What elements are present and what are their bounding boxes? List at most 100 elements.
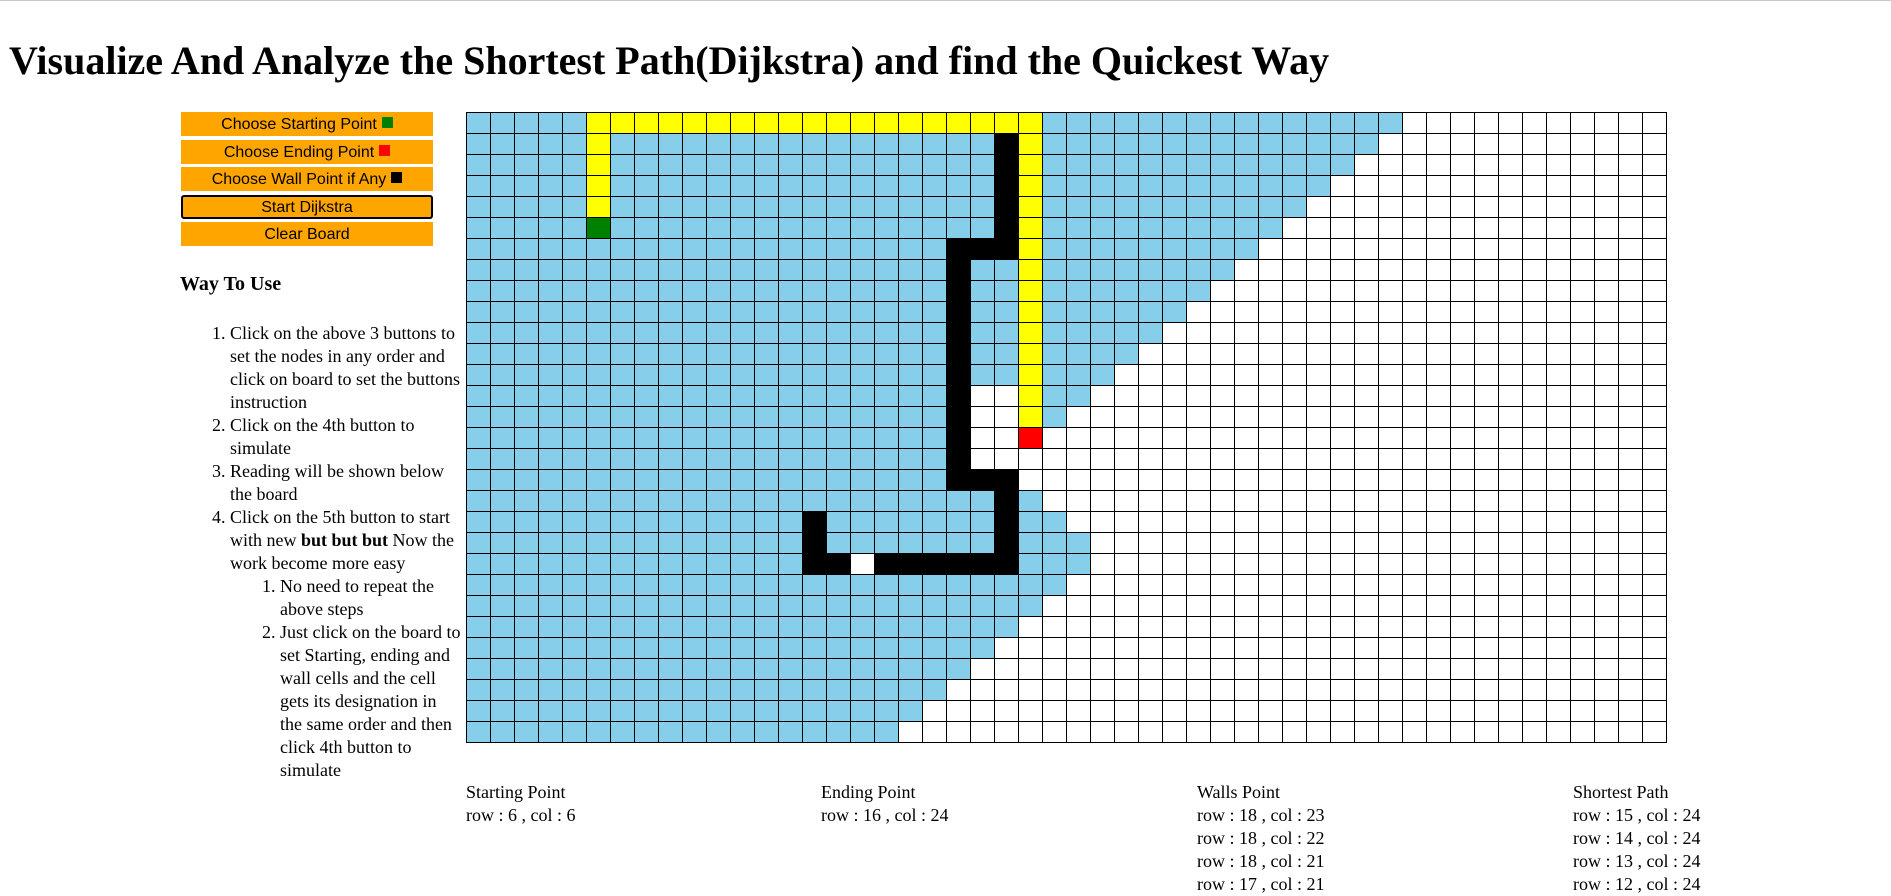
path-cell[interactable] <box>946 112 971 134</box>
board-cell[interactable] <box>1378 406 1403 428</box>
board-cell[interactable] <box>1642 658 1667 680</box>
board-cell[interactable] <box>1042 637 1067 659</box>
board-cell[interactable] <box>1234 574 1259 596</box>
board-cell[interactable] <box>970 406 995 428</box>
visited-cell[interactable] <box>538 259 563 281</box>
board-cell[interactable] <box>1354 301 1379 323</box>
visited-cell[interactable] <box>466 448 491 470</box>
visited-cell[interactable] <box>514 490 539 512</box>
visited-cell[interactable] <box>778 301 803 323</box>
visited-cell[interactable] <box>826 679 851 701</box>
board-cell[interactable] <box>1138 511 1163 533</box>
board-cell[interactable] <box>1498 364 1523 386</box>
board-cell[interactable] <box>1450 532 1475 554</box>
board-cell[interactable] <box>1378 364 1403 386</box>
visited-cell[interactable] <box>586 595 611 617</box>
board-cell[interactable] <box>1162 574 1187 596</box>
wall-cell[interactable] <box>994 532 1019 554</box>
board-cell[interactable] <box>1402 574 1427 596</box>
board-cell[interactable] <box>1306 490 1331 512</box>
board-cell[interactable] <box>1186 364 1211 386</box>
board-cell[interactable] <box>1282 511 1307 533</box>
visited-cell[interactable] <box>802 490 827 512</box>
board-cell[interactable] <box>1354 385 1379 407</box>
board-cell[interactable] <box>1402 385 1427 407</box>
visited-cell[interactable] <box>586 322 611 344</box>
visited-cell[interactable] <box>514 616 539 638</box>
visited-cell[interactable] <box>682 448 707 470</box>
visited-cell[interactable] <box>730 175 755 197</box>
board-cell[interactable] <box>1306 196 1331 218</box>
path-cell[interactable] <box>802 112 827 134</box>
board-cell[interactable] <box>1426 280 1451 302</box>
board-cell[interactable] <box>1066 511 1091 533</box>
board-cell[interactable] <box>1282 658 1307 680</box>
visited-cell[interactable] <box>874 532 899 554</box>
board-cell[interactable] <box>1306 532 1331 554</box>
board-cell[interactable] <box>1570 133 1595 155</box>
board-cell[interactable] <box>1378 385 1403 407</box>
visited-cell[interactable] <box>730 301 755 323</box>
visited-cell[interactable] <box>538 721 563 743</box>
path-cell[interactable] <box>1018 301 1043 323</box>
board-cell[interactable] <box>1618 469 1643 491</box>
board-cell[interactable] <box>1330 406 1355 428</box>
board-cell[interactable] <box>1474 511 1499 533</box>
visited-cell[interactable] <box>682 217 707 239</box>
board-cell[interactable] <box>1330 427 1355 449</box>
visited-cell[interactable] <box>466 259 491 281</box>
board-cell[interactable] <box>1642 259 1667 281</box>
board-cell[interactable] <box>1498 511 1523 533</box>
visited-cell[interactable] <box>610 154 635 176</box>
board-cell[interactable] <box>1042 427 1067 449</box>
board-cell[interactable] <box>1642 637 1667 659</box>
visited-cell[interactable] <box>1234 133 1259 155</box>
board-cell[interactable] <box>1330 238 1355 260</box>
board-cell[interactable] <box>970 679 995 701</box>
visited-cell[interactable] <box>610 574 635 596</box>
visited-cell[interactable] <box>538 133 563 155</box>
visited-cell[interactable] <box>634 469 659 491</box>
visited-cell[interactable] <box>586 469 611 491</box>
visited-cell[interactable] <box>1042 553 1067 575</box>
board-cell[interactable] <box>1546 322 1571 344</box>
visited-cell[interactable] <box>490 364 515 386</box>
board-cell[interactable] <box>1522 658 1547 680</box>
board-cell[interactable] <box>1258 637 1283 659</box>
visited-cell[interactable] <box>730 679 755 701</box>
visited-cell[interactable] <box>610 301 635 323</box>
visited-cell[interactable] <box>514 721 539 743</box>
visited-cell[interactable] <box>514 322 539 344</box>
path-cell[interactable] <box>778 112 803 134</box>
board-cell[interactable] <box>1090 700 1115 722</box>
visited-cell[interactable] <box>754 301 779 323</box>
board-cell[interactable] <box>1306 259 1331 281</box>
visited-cell[interactable] <box>970 490 995 512</box>
visited-cell[interactable] <box>706 448 731 470</box>
board-cell[interactable] <box>1282 721 1307 743</box>
visited-cell[interactable] <box>754 700 779 722</box>
visited-cell[interactable] <box>514 196 539 218</box>
visited-cell[interactable] <box>538 175 563 197</box>
board-cell[interactable] <box>1114 679 1139 701</box>
visited-cell[interactable] <box>754 406 779 428</box>
visited-cell[interactable] <box>850 532 875 554</box>
board-cell[interactable] <box>1066 700 1091 722</box>
visited-cell[interactable] <box>1186 112 1211 134</box>
visited-cell[interactable] <box>874 280 899 302</box>
visited-cell[interactable] <box>778 217 803 239</box>
board-cell[interactable] <box>1210 532 1235 554</box>
visited-cell[interactable] <box>490 280 515 302</box>
visited-cell[interactable] <box>610 280 635 302</box>
visited-cell[interactable] <box>586 301 611 323</box>
visited-cell[interactable] <box>1066 322 1091 344</box>
visited-cell[interactable] <box>586 532 611 554</box>
board-cell[interactable] <box>1522 217 1547 239</box>
board-cell[interactable] <box>1546 679 1571 701</box>
visited-cell[interactable] <box>562 511 587 533</box>
board-cell[interactable] <box>1234 469 1259 491</box>
board-cell[interactable] <box>1498 406 1523 428</box>
visited-cell[interactable] <box>802 574 827 596</box>
visited-cell[interactable] <box>898 574 923 596</box>
visited-cell[interactable] <box>730 238 755 260</box>
